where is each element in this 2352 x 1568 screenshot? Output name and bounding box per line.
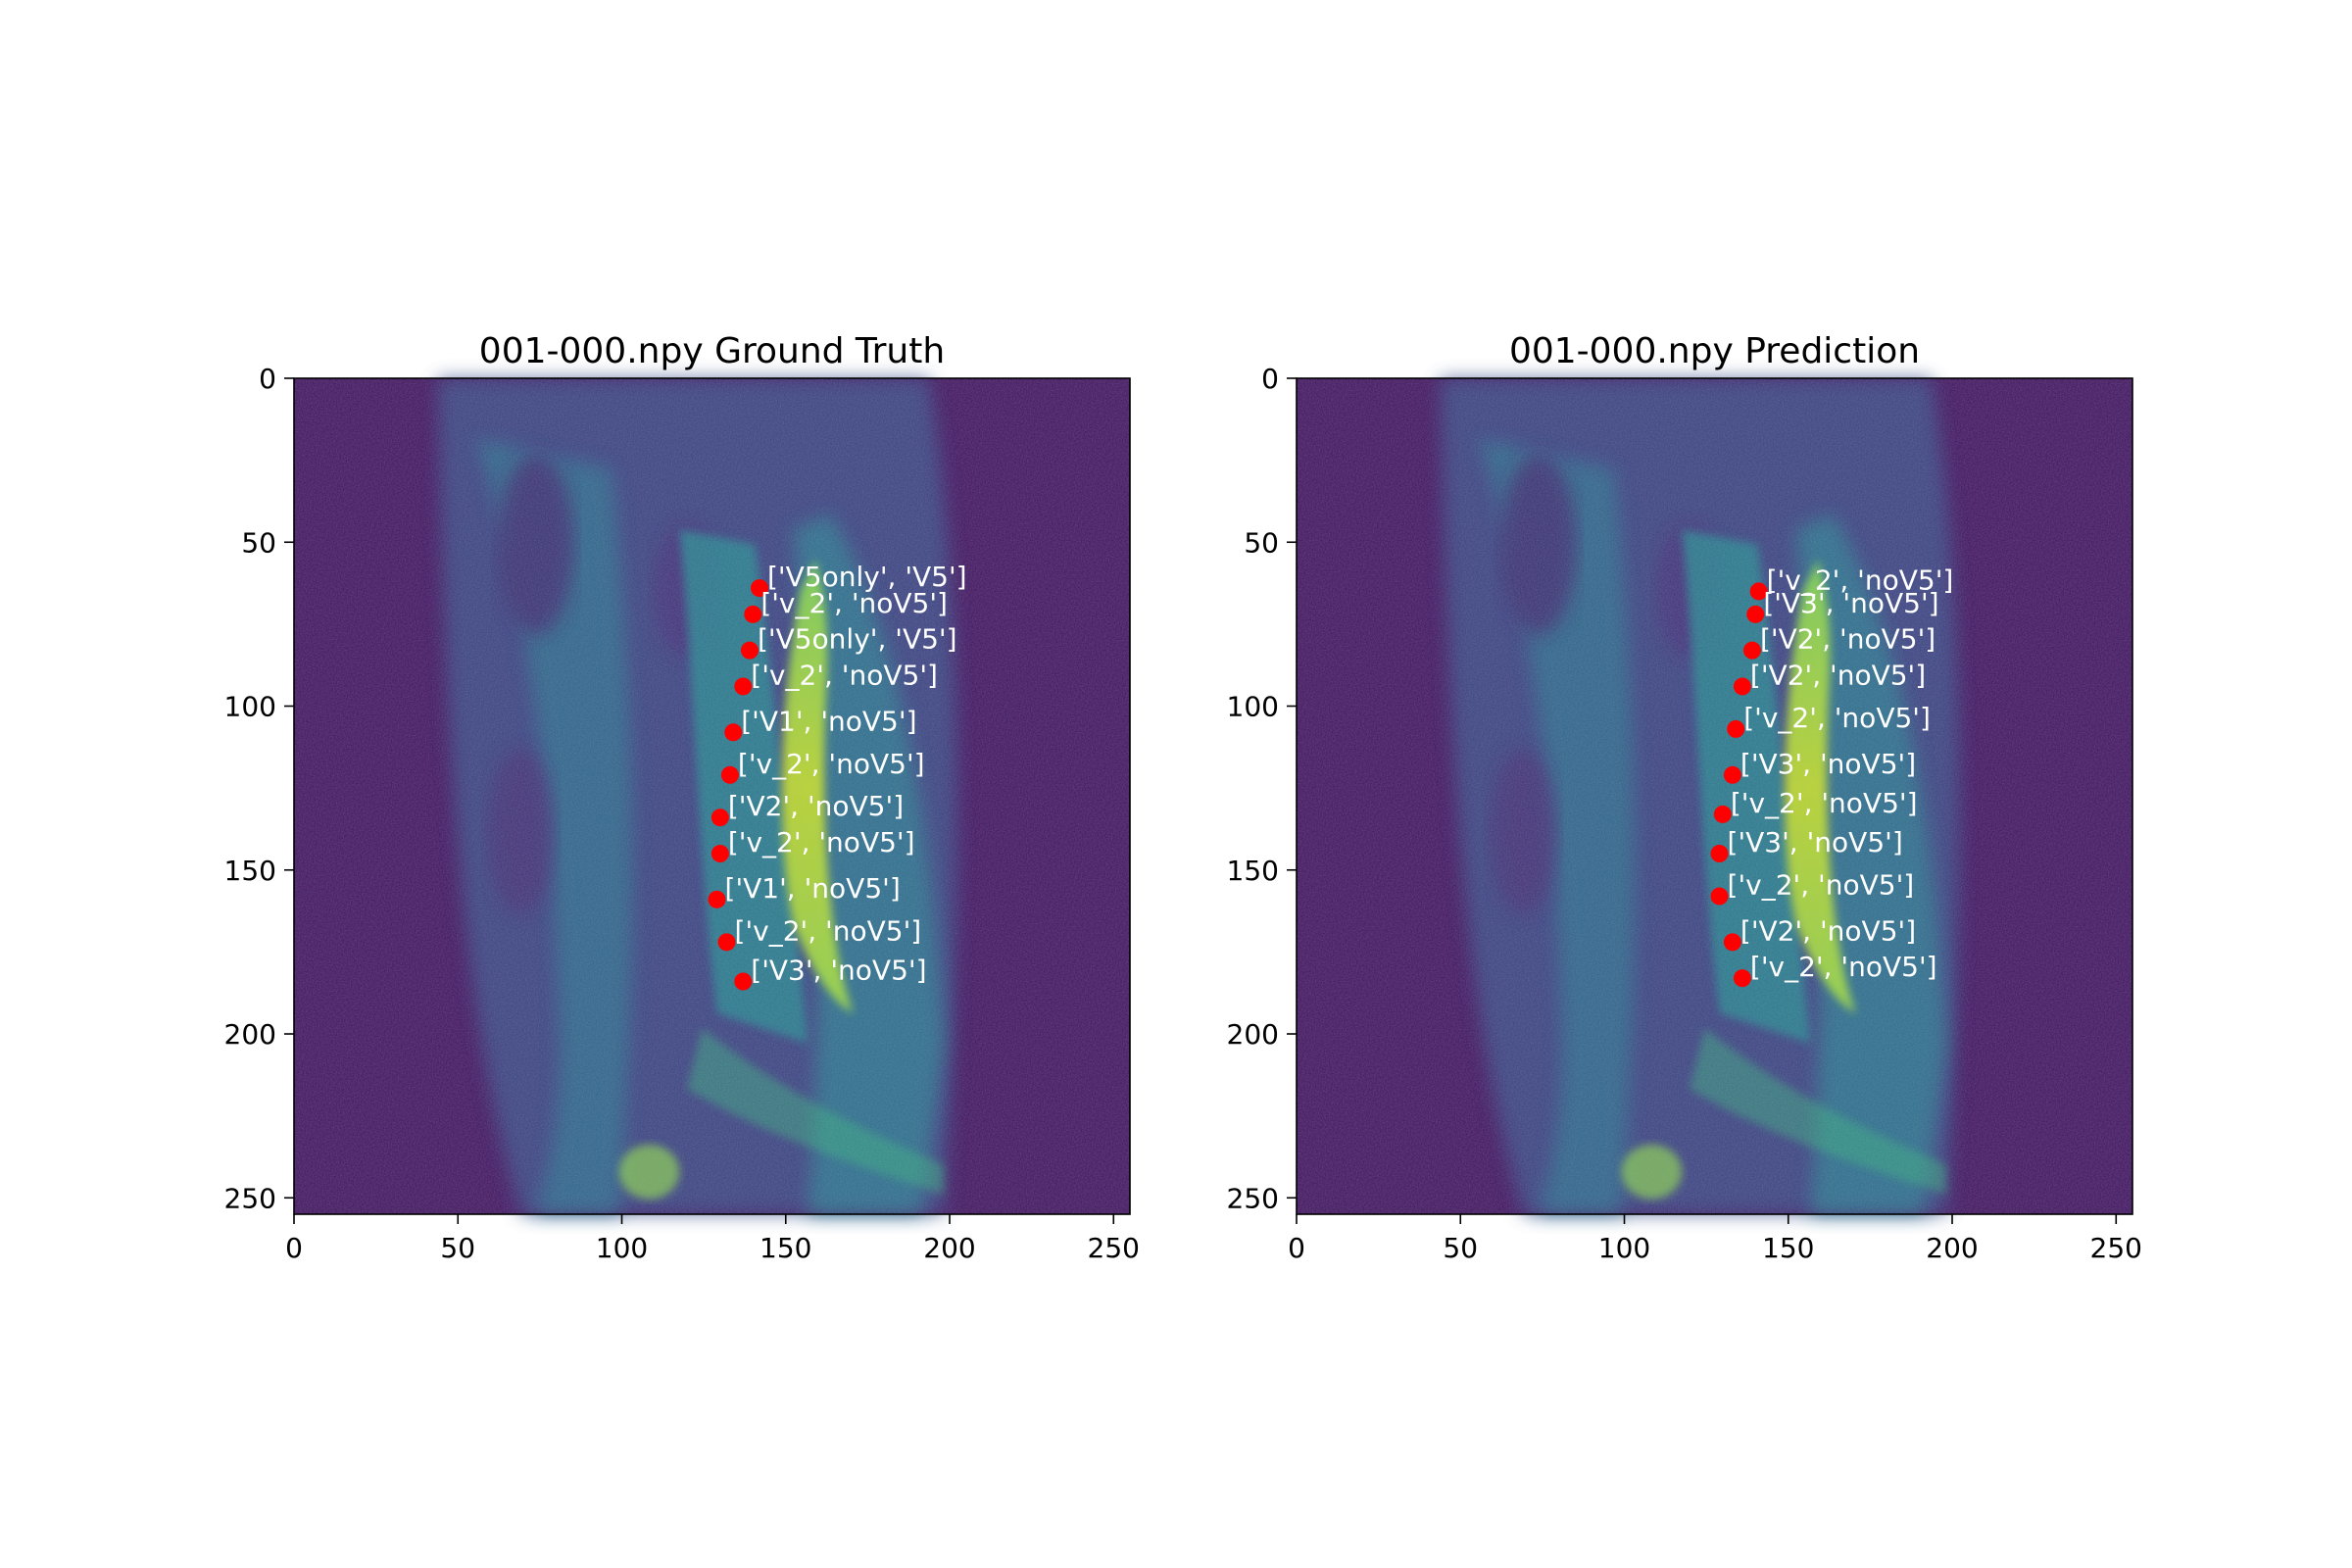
landmark-point (734, 972, 753, 991)
landmark-label: ['v_2', 'noV5'] (1728, 869, 1915, 902)
landmark-label: ['V1', 'noV5'] (725, 872, 901, 905)
landmark-point (744, 605, 762, 623)
x-tick-label: 250 (1088, 1232, 1140, 1264)
landmark-point (1723, 765, 1741, 784)
y-tick-label: 200 (224, 1018, 276, 1051)
y-tick-label: 250 (1227, 1182, 1279, 1214)
landmark-point (1746, 605, 1765, 623)
landmark-label: ['V1', 'noV5'] (741, 705, 916, 737)
landmark-point (1742, 641, 1761, 660)
landmark-point (1710, 887, 1729, 906)
axes-frame (293, 377, 1131, 1215)
landmark-label: ['v_2', 'noV5'] (738, 748, 925, 780)
landmark-label: ['v_2', 'noV5'] (1731, 787, 1918, 819)
y-tick-label: 100 (1227, 691, 1279, 723)
landmark-label: ['v_2', 'noV5'] (1767, 564, 1954, 596)
landmark-point (740, 641, 759, 660)
landmark-label: ['v_2', 'noV5'] (735, 914, 922, 947)
landmark-point (1723, 933, 1741, 952)
landmark-label: ['V2', 'noV5'] (1740, 914, 1916, 947)
chart-panel-1: 001-000.npy Ground Truth 0 50 100 150 200 250 0… (224, 331, 1140, 1264)
x-tick-label: 200 (1926, 1232, 1978, 1264)
landmark-label: ['v_2', 'noV5'] (1743, 702, 1931, 734)
y-tick-label: 0 (259, 363, 276, 395)
landmark-label: ['V3', 'noV5'] (1728, 826, 1903, 858)
y-tick-label: 100 (224, 691, 276, 723)
landmark-label: ['V5only', 'V5'] (758, 623, 957, 656)
mri-image (294, 378, 1130, 1214)
landmark-point (717, 933, 736, 952)
landmark-label: ['V2', 'noV5'] (1760, 623, 1936, 656)
mri-image (1297, 378, 2132, 1214)
landmark-label: ['V3', 'noV5'] (1740, 748, 1916, 780)
landmark-label: ['V2', 'noV5'] (728, 790, 904, 822)
x-tick-label: 250 (2090, 1232, 2142, 1264)
landmark-point (1733, 677, 1751, 696)
x-tick-label: 100 (596, 1232, 648, 1264)
chart-panel-2: 001-000.npy Prediction 0 50 100 150 200 250 0 50… (1227, 331, 2142, 1264)
x-tick-label: 50 (1443, 1232, 1478, 1264)
landmark-point (1710, 845, 1729, 863)
landmark-point (1713, 805, 1732, 823)
landmark-point (734, 677, 753, 696)
y-tick-label: 50 (241, 526, 276, 559)
landmark-point (724, 723, 743, 742)
axes-frame (1296, 377, 2133, 1215)
x-tick-label: 0 (1288, 1232, 1305, 1264)
y-tick-label: 50 (1244, 526, 1279, 559)
y-tick-label: 200 (1227, 1018, 1279, 1051)
x-tick-label: 150 (1762, 1232, 1814, 1264)
landmark-label: ['V5only', 'V5'] (767, 561, 967, 593)
x-tick-label: 150 (760, 1232, 811, 1264)
landmark-point (1727, 719, 1745, 738)
landmark-point (710, 808, 729, 827)
x-tick-label: 50 (440, 1232, 475, 1264)
y-tick-label: 150 (224, 855, 276, 887)
landmark-label: ['v_2', 'noV5'] (760, 587, 948, 619)
chart-title: 001-000.npy Ground Truth (479, 331, 945, 371)
landmark-label: ['V3', 'noV5'] (751, 954, 926, 986)
y-tick-label: 150 (1227, 855, 1279, 887)
landmark-point (708, 890, 726, 908)
landmark-point (751, 579, 769, 598)
landmark-label: ['v_2', 'noV5'] (751, 659, 938, 691)
landmark-point (1733, 969, 1751, 988)
landmark-label: ['V2', 'noV5'] (1750, 659, 1926, 691)
landmark-point (1749, 582, 1768, 601)
landmark-label: ['v_2', 'noV5'] (1750, 951, 1937, 983)
x-tick-label: 0 (285, 1232, 303, 1264)
landmark-label: ['v_2', 'noV5'] (728, 826, 915, 858)
x-tick-label: 100 (1598, 1232, 1650, 1264)
y-tick-label: 250 (224, 1182, 276, 1214)
landmark-point (720, 765, 739, 784)
chart-title: 001-000.npy Prediction (1509, 331, 1920, 371)
landmark-point (710, 845, 729, 863)
landmark-label: ['V3', 'noV5'] (1763, 587, 1938, 619)
x-tick-label: 200 (923, 1232, 975, 1264)
y-tick-label: 0 (1261, 363, 1279, 395)
